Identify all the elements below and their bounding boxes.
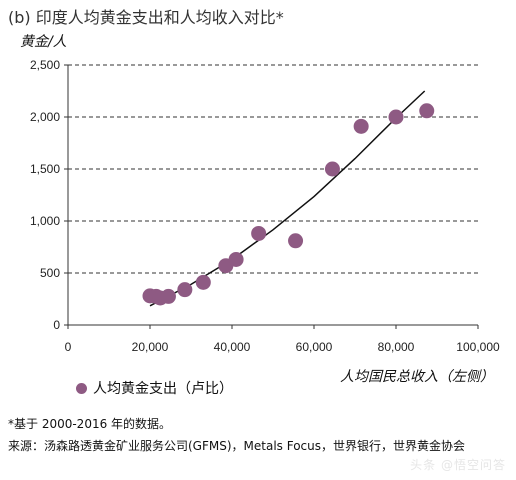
y-tick-labels: 0 500 1,000 1,500 2,000 2,500 [30, 58, 60, 332]
y-tick-label: 2,000 [30, 110, 60, 124]
axes [64, 64, 479, 329]
y-tick-label: 2,500 [30, 58, 60, 72]
data-point [388, 109, 404, 125]
x-tick-label: 100,000 [456, 340, 500, 354]
x-tick-labels: 0 20,000 40,000 60,000 80,000 100,000 [65, 340, 500, 354]
y-tick-label: 1,500 [30, 162, 60, 176]
legend-label: 人均黄金支出（卢比） [93, 381, 233, 397]
x-tick-label: 80,000 [378, 340, 415, 354]
data-point [228, 251, 244, 267]
data-point [195, 274, 211, 290]
x-tick-label: 0 [65, 340, 72, 354]
x-tick-label: 20,000 [132, 340, 169, 354]
trend-line [149, 90, 426, 307]
data-point [353, 118, 369, 134]
gridlines [68, 64, 478, 274]
data-point [177, 282, 193, 298]
legend: 人均黄金支出（卢比） [76, 378, 233, 398]
y-tick-label: 500 [40, 266, 60, 280]
y-tick-label: 0 [53, 318, 60, 332]
y-tick-label: 1,000 [30, 214, 60, 228]
x-axis-label: 人均国民总收入（左侧） [340, 369, 494, 385]
data-point [251, 225, 267, 241]
data-point [288, 233, 304, 249]
data-point [324, 161, 340, 177]
y-axis-label: 黄金/人 [20, 34, 67, 50]
legend-marker [76, 382, 87, 394]
footnote: *基于 2000-2016 年的数据。 [8, 417, 172, 431]
source-note: 来源：汤森路透黄金矿业服务公司(GFMS)，Metals Focus，世界银行，… [8, 439, 466, 453]
data-points [142, 103, 435, 306]
watermark: 头条 @悟空问答 [410, 458, 506, 472]
data-point [160, 288, 176, 304]
x-tick-label: 60,000 [296, 340, 333, 354]
chart-title: (b) 印度人均黄金支出和人均收入对比* [8, 8, 284, 27]
x-tick-label: 40,000 [214, 340, 251, 354]
data-point [419, 103, 435, 119]
